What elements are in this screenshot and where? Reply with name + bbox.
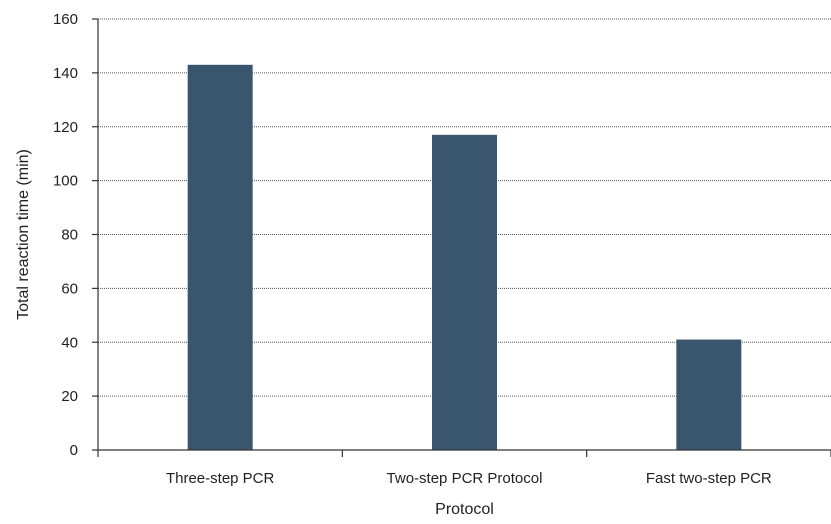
bar: [432, 135, 497, 450]
x-tick-label: Fast two-step PCR: [646, 470, 772, 487]
y-tick-label: 140: [53, 65, 78, 82]
bar: [188, 65, 253, 450]
y-tick-label: 120: [53, 119, 78, 136]
y-tick-label: 80: [61, 227, 78, 244]
y-tick-label: 160: [53, 11, 78, 28]
x-axis-title: Protocol: [435, 501, 494, 518]
y-tick-label: 20: [61, 388, 78, 405]
bar: [676, 340, 741, 450]
x-tick-label: Two-step PCR Protocol: [387, 470, 543, 487]
y-tick-label: 60: [61, 280, 78, 297]
bars: [188, 65, 742, 450]
y-tick-label: 100: [53, 173, 78, 190]
y-axis-title: Total reaction time (min): [15, 149, 32, 320]
x-tick-labels: Three-step PCR Two-step PCR Protocol Fast …: [98, 450, 831, 487]
y-tick-label: 0: [70, 442, 78, 459]
y-tick-labels: 0 20 40 60 80 100 120 140 160: [53, 11, 78, 459]
y-tick-label: 40: [61, 334, 78, 351]
x-tick-label: Three-step PCR: [166, 470, 275, 487]
